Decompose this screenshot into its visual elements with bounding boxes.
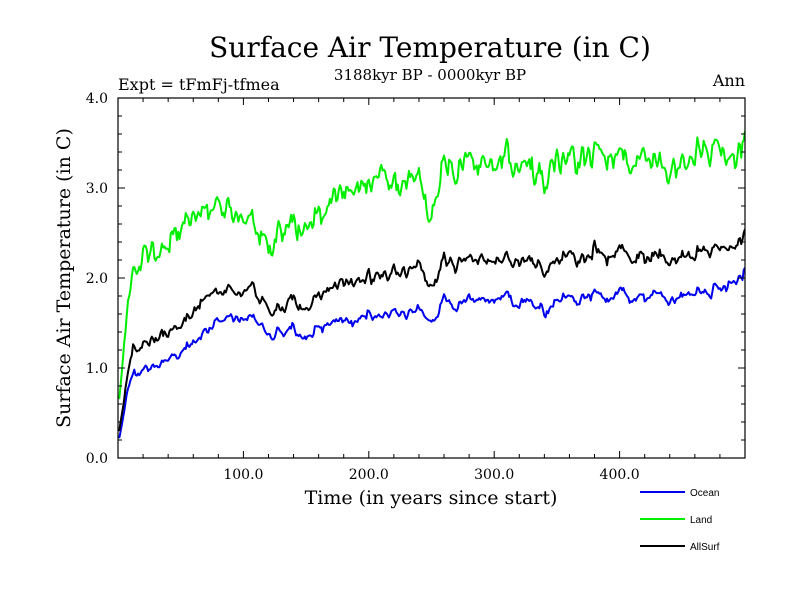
y-tick-label: 0.0: [86, 451, 108, 467]
series-line-allsurf: [118, 228, 745, 432]
legend-label-allsurf: AllSurf: [690, 542, 720, 553]
chart-title: Surface Air Temperature (in C): [209, 31, 651, 64]
experiment-label: Expt = tFmFj-tfmea: [118, 75, 280, 94]
y-axis-label: Surface Air Temperature (in C): [53, 128, 75, 428]
y-tick-label: 1.0: [86, 361, 108, 377]
series-layer: [118, 130, 745, 439]
chart-subtitle: 3188kyr BP - 0000kyr BP: [334, 66, 526, 84]
series-line-ocean: [118, 267, 745, 439]
season-label: Ann: [712, 71, 745, 90]
x-tick-label: 400.0: [600, 467, 640, 483]
x-tick-label: 300.0: [474, 467, 514, 483]
y-tick-label: 4.0: [86, 91, 108, 107]
x-tick-label: 100.0: [223, 467, 263, 483]
y-tick-label: 3.0: [86, 181, 108, 197]
axis-ticks: 100.0 200.0 300.0 400.0 0.0 1.0 2.0 3.0 4.0: [86, 91, 745, 483]
x-tick-label: 200.0: [349, 467, 389, 483]
series-line-land: [118, 130, 745, 400]
legend: Ocean Land AllSurf: [640, 488, 720, 553]
x-axis-label: Time (in years since start): [305, 487, 558, 509]
y-tick-label: 2.0: [86, 271, 108, 287]
legend-label-land: Land: [690, 515, 712, 526]
legend-label-ocean: Ocean: [690, 488, 719, 499]
